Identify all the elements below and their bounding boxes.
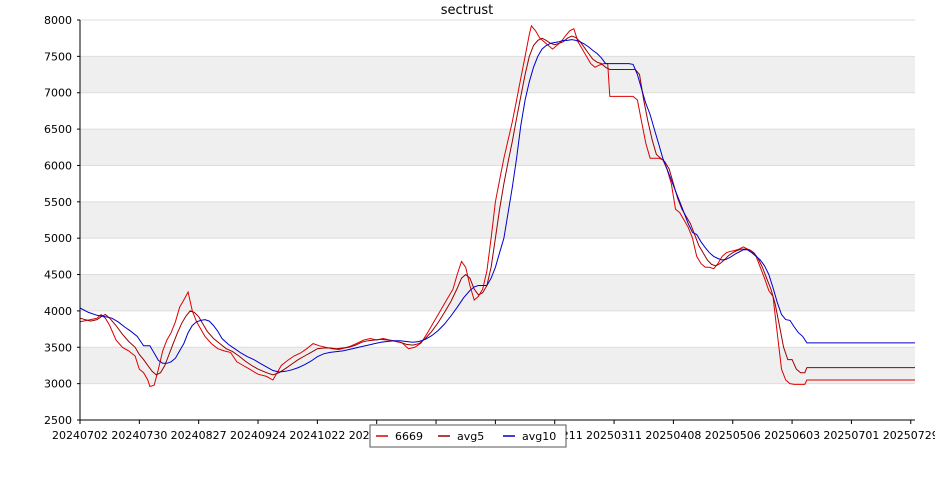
series-layer xyxy=(79,24,915,388)
grid-band xyxy=(80,129,915,166)
x-tick-label: 20250506 xyxy=(705,429,761,442)
y-tick-labels: 2500 3000 3500 4000 4500 5000 5500 6000 6500 7000… xyxy=(44,14,80,427)
y-tick-label: 5500 xyxy=(44,196,72,209)
y-tick-label: 3500 xyxy=(44,341,72,354)
x-tick-label: 20240924 xyxy=(230,429,286,442)
x-tick-label: 20250408 xyxy=(645,429,701,442)
grid-band xyxy=(80,347,915,384)
legend-label-avg10: avg10 xyxy=(522,430,556,443)
x-tick-label: 20241022 xyxy=(289,429,345,442)
grid-lines xyxy=(80,19,915,421)
chart-title: sectrust xyxy=(441,3,493,18)
grid-band xyxy=(80,274,915,311)
axes xyxy=(79,20,915,421)
x-tick-label: 20250729 xyxy=(883,429,935,442)
x-tick-label: 20250701 xyxy=(823,429,879,442)
y-tick-label: 6000 xyxy=(44,159,72,172)
x-tick-label: 20240730 xyxy=(111,429,167,442)
y-tick-label: 3000 xyxy=(44,378,72,391)
legend: 6669 avg5 avg10 xyxy=(369,424,567,448)
series-line-6669 xyxy=(79,24,915,388)
y-tick-label: 6500 xyxy=(44,123,72,136)
y-tick-label: 8000 xyxy=(44,14,72,27)
x-tick-label: 20250603 xyxy=(764,429,820,442)
x-tick-label: 20240702 xyxy=(52,429,108,442)
legend-label-avg5: avg5 xyxy=(457,430,484,443)
y-tick-label: 5000 xyxy=(44,232,72,245)
series-line-avg10 xyxy=(79,39,915,373)
y-tick-label: 7000 xyxy=(44,87,72,100)
y-tick-label: 2500 xyxy=(44,414,72,427)
y-tick-label: 4500 xyxy=(44,269,72,282)
y-tick-label: 4000 xyxy=(44,305,72,318)
x-tick-label: 20240827 xyxy=(171,429,227,442)
grid-band xyxy=(80,201,915,239)
y-tick-label: 7500 xyxy=(44,50,72,63)
grid-band xyxy=(80,56,915,93)
grid-bands xyxy=(80,56,915,384)
legend-box xyxy=(369,424,567,448)
legend-label-6669: 6669 xyxy=(395,430,423,443)
x-tick-label: 20250311 xyxy=(586,429,642,442)
